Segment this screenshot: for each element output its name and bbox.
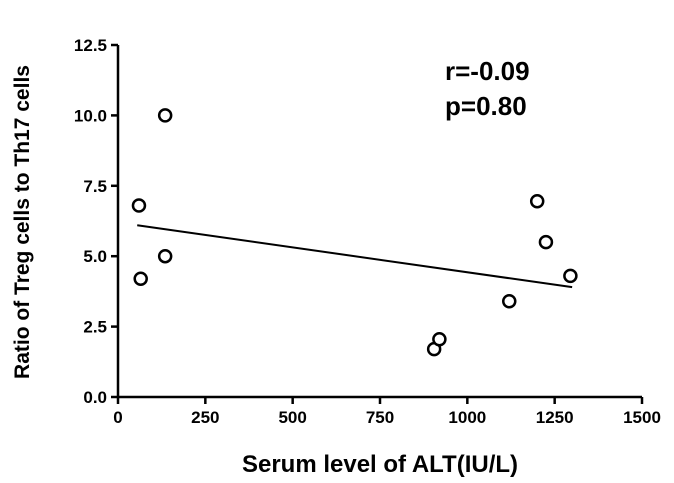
y-tick-label: 5.0 [83,247,107,266]
x-tick-label: 1500 [623,408,661,427]
x-tick-label: 1000 [448,408,486,427]
data-point [131,198,147,213]
x-tick-label: 0 [113,408,122,427]
data-point [157,248,173,264]
correlation-r-annotation: r=-0.09 [445,56,530,86]
y-tick-label: 7.5 [83,177,107,196]
regression-line [137,224,573,289]
x-tick-label: 250 [191,408,219,427]
axes [116,45,642,399]
data-point [133,271,148,286]
y-ticks: 0.0 2.5 5.0 7.5 10.0 12.5 [74,36,118,407]
x-tick-label: 500 [278,408,306,427]
x-axis-title: Serum level of ALT(IU/L) [242,451,518,478]
data-points [131,108,578,357]
y-tick-label: 12.5 [74,36,107,55]
y-tick-label: 0.0 [83,388,107,407]
x-tick-label: 1250 [536,408,574,427]
y-tick-label: 10.0 [74,106,107,125]
y-tick-label: 2.5 [83,318,107,337]
data-point [502,294,517,309]
data-point [529,194,545,209]
p-value-annotation: p=0.80 [445,91,527,121]
y-axis-title: Ratio of Treg cells to Th17 cells [11,65,34,379]
x-ticks: 0 250 500 750 1000 1250 1500 [113,397,661,427]
x-tick-label: 750 [366,408,394,427]
data-point [563,268,578,284]
data-point [157,108,173,123]
data-point [538,234,554,250]
data-point [432,332,447,347]
